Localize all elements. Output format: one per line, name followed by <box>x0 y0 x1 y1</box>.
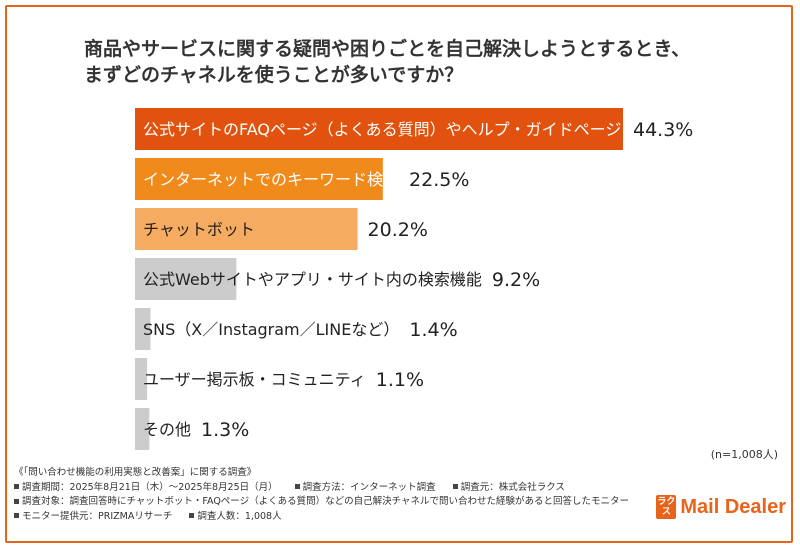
category-label-3: チャットボット <box>143 220 255 239</box>
value-label-7: 1.3% <box>201 419 249 441</box>
bullet-icon <box>14 498 19 504</box>
bar-2 <box>135 158 383 200</box>
bar-1 <box>135 108 623 150</box>
bullet-icon <box>452 484 458 489</box>
survey-provider-line: モニター提供元：PRIZMAリサーチ 調査人数：1,008人 <box>14 510 634 525</box>
bar-7 <box>135 408 150 450</box>
category-label-4: 公式Webサイトやアプリ・サイト内の検索機能 <box>143 270 482 289</box>
bar-4 <box>135 258 237 300</box>
sample-size-note: (n=1,008人) <box>710 448 778 461</box>
title-line-2: まずどのチャネルを使うことが多いですか？ <box>84 64 464 86</box>
chart-title: 商品やサービスに関する疑問や困りごとを自己解決しようとするとき、 まずどのチャネ… <box>84 36 724 88</box>
survey-source: 調査元：株式会社ラクス <box>460 481 565 493</box>
bullet-icon <box>294 484 300 489</box>
survey-info-line: 調査期間：2025年8月21日（木）〜2025年8月25日（月） 調査方法：イン… <box>14 481 634 496</box>
category-label-1: 公式サイトのFAQページ（よくある質問）やヘルプ・ガイドページ <box>143 120 621 139</box>
category-label-2: インターネットでのキーワード検索 <box>143 170 399 189</box>
bullet-icon <box>14 484 19 489</box>
bar-3 <box>135 208 358 250</box>
bullet-icon <box>14 513 19 518</box>
bar-5 <box>135 308 151 350</box>
survey-footer: 《「問い合わせ機能の利用実態と改善案」に関する調査》 調査期間：2025年8月2… <box>14 466 634 524</box>
value-label-2: 22.5% <box>409 169 469 191</box>
value-label-1: 44.3% <box>633 119 693 141</box>
rakus-logo-icon: ラクス <box>656 495 677 519</box>
value-label-5: 1.4% <box>409 319 457 341</box>
category-label-5: SNS（X／Instagram／LINEなど） <box>143 320 399 339</box>
survey-count: 調査人数：1,008人 <box>197 510 282 522</box>
title-line-1: 商品やサービスに関する疑問や困りごとを自己解決しようとするとき、 <box>84 38 691 60</box>
survey-target-line: 調査対象：調査回答時にチャットボット・FAQページ（よくある質問）などの自己解決… <box>14 495 634 510</box>
survey-period: 調査期間：2025年8月21日（木）〜2025年8月25日（月） <box>22 481 278 493</box>
survey-name: 《「問い合わせ機能の利用実態と改善案」に関する調査》 <box>14 467 257 478</box>
value-label-6: 1.1% <box>376 369 424 391</box>
bullet-icon <box>189 513 195 518</box>
logo-wordmark: Mail Dealer <box>680 495 786 518</box>
mail-dealer-logo: ラクス Mail Dealer <box>656 495 786 519</box>
value-label-4: 9.2% <box>492 269 540 291</box>
survey-target: 調査対象：調査回答時にチャットボット・FAQページ（よくある質問）などの自己解決… <box>22 496 630 507</box>
category-label-6: ユーザー掲示板・コミュニティ <box>143 370 366 389</box>
survey-method: 調査方法：インターネット調査 <box>302 481 436 493</box>
bar-6 <box>135 358 148 400</box>
category-label-7: その他 <box>143 420 191 439</box>
value-label-3: 20.2% <box>368 219 428 241</box>
outer-frame <box>5 5 793 543</box>
survey-provider: モニター提供元：PRIZMAリサーチ <box>22 510 173 522</box>
